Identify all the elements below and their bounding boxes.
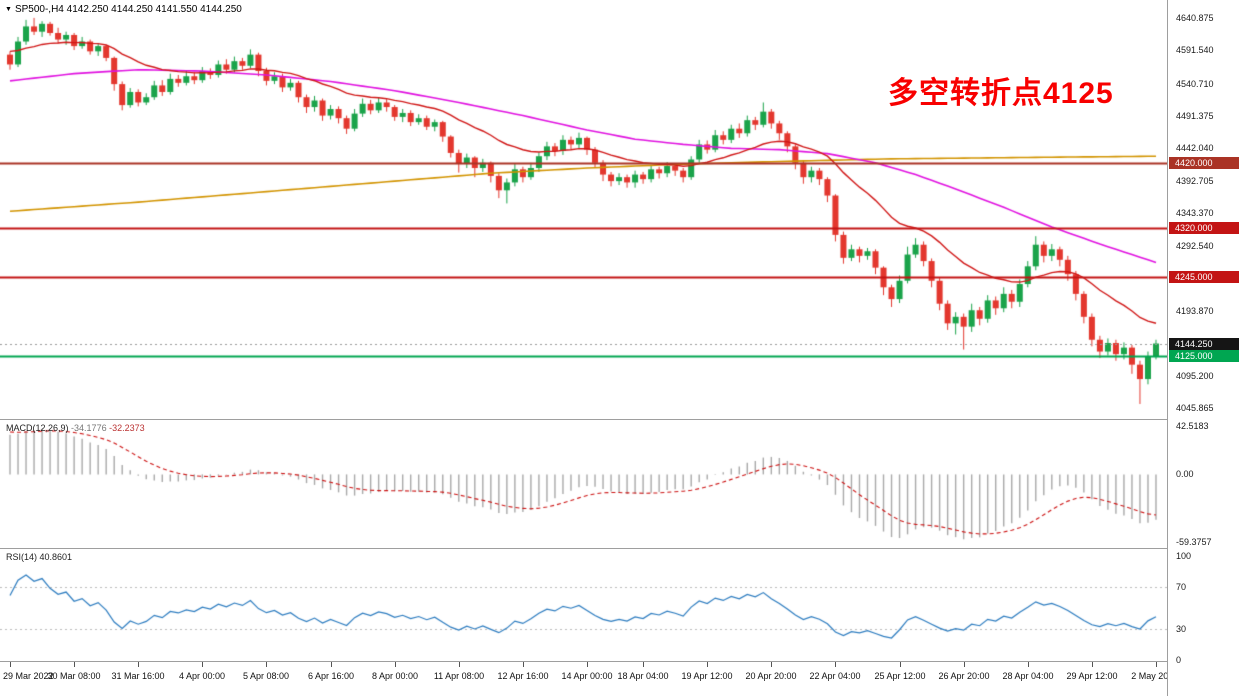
ohlc-values: 4142.250 4144.250 4141.550 4144.250 [66,4,242,15]
macd-axis-label: 0.00 [1176,469,1194,480]
time-tick [964,662,965,667]
time-axis-label: 25 Apr 12:00 [874,671,926,681]
time-axis-label: 29 Mar 2022 [3,671,54,681]
price-level-badge: 4420.000 [1169,156,1239,169]
rsi-axis-label: 30 [1176,623,1187,634]
time-axis-label: 4 Apr 00:00 [178,671,226,681]
time-axis-label: 6 Apr 16:00 [307,671,355,681]
time-axis-label: 11 Apr 08:00 [433,671,485,681]
rsi-label: RSI(14) 40.8601 [6,552,72,562]
time-tick [138,662,139,667]
price-axis-label: 4491.375 [1176,110,1214,121]
axis-separator [1167,0,1168,696]
macd-signal-value: -32.2373 [109,423,145,433]
rsi-name: RSI(14) [6,552,38,562]
price-axis-label: 4343.370 [1176,208,1214,218]
panel-separator[interactable] [0,419,1167,420]
macd-label: MACD(12,26,9) -34.1776 -32.2373 [6,423,145,433]
price-chart-canvas[interactable] [0,0,1167,419]
time-tick [707,662,708,667]
price-level-badge: 4125.000 [1169,350,1239,363]
time-axis-label: 30 Mar 08:00 [47,671,101,681]
time-axis-label: 19 Apr 12:00 [681,671,733,681]
price-axis-label: 4442.040 [1176,143,1214,154]
time-axis-label: 14 Apr 00:00 [561,671,613,681]
macd-name: MACD(12,26,9) [6,423,69,433]
price-axis-label: 4640.875 [1176,13,1214,23]
macd-axis-label: -59.3757 [1176,537,1212,547]
time-tick [459,662,460,667]
rsi-axis-label: 100 [1176,551,1192,561]
time-axis-label: 8 Apr 00:00 [371,671,419,681]
time-tick [331,662,332,667]
time-axis-label: 12 Apr 16:00 [497,671,549,681]
time-axis-label: 20 Apr 20:00 [745,671,797,681]
price-axis-label: 4095.200 [1176,370,1214,381]
price-axis-label: 4392.705 [1176,175,1214,186]
rsi-indicator-canvas[interactable] [0,549,1167,661]
time-tick [587,662,588,667]
time-axis-label: 18 Apr 04:00 [617,671,669,681]
symbol-dropdown-icon[interactable]: ▼ [5,6,12,13]
price-axis-label: 4193.870 [1176,305,1214,316]
price-axis-label: 4045.865 [1176,403,1214,413]
time-tick [10,662,11,667]
price-level-badge: 4245.000 [1169,271,1239,284]
macd-axis-label: 42.5183 [1176,421,1209,431]
symbol-info: ▼ SP500-,H4 4142.250 4144.250 4141.550 41… [5,4,242,15]
macd-main-value: -34.1776 [71,423,107,433]
rsi-value: 40.8601 [39,552,73,562]
time-tick [1092,662,1093,667]
price-axis-label: 4591.540 [1176,45,1214,56]
time-tick [771,662,772,667]
macd-indicator-canvas[interactable] [0,420,1167,548]
time-axis-label: 22 Apr 04:00 [809,671,861,681]
time-axis-label: 31 Mar 16:00 [111,671,165,681]
time-tick [266,662,267,667]
time-tick [523,662,524,667]
time-axis-label: 26 Apr 20:00 [938,671,990,681]
time-tick [1028,662,1029,667]
symbol-name: SP500-,H4 [14,4,64,15]
time-axis-label: 28 Apr 04:00 [1002,671,1054,681]
price-axis[interactable]: 4640.875 4591.540 4540.710 4491.375 4442.040… [1168,0,1241,696]
price-level-badge: 4320.000 [1169,222,1239,235]
time-tick [202,662,203,667]
time-axis[interactable]: 29 Mar 2022 30 Mar 08:00 31 Mar 16:00 4 Apr… [0,662,1181,696]
time-tick [74,662,75,667]
rsi-axis-label: 70 [1176,582,1187,593]
time-axis-label: 29 Apr 12:00 [1066,671,1118,681]
time-tick [900,662,901,667]
time-tick [1156,662,1157,667]
rsi-axis-label: 0 [1176,655,1182,665]
price-axis-label: 4292.540 [1176,241,1214,252]
price-axis-label: 4540.710 [1176,78,1214,89]
time-axis-label: 2 May 20:00 [1131,671,1181,681]
panel-separator[interactable] [0,661,1167,662]
annotation-text[interactable]: 多空转折点4125 [888,77,1114,110]
chart-area: ▼ SP500-,H4 4142.250 4144.250 4141.550 41… [0,0,1181,696]
current-price-badge: 4144.250 [1169,337,1239,350]
time-axis-label: 5 Apr 08:00 [242,671,290,681]
panel-separator[interactable] [0,548,1167,549]
time-tick [395,662,396,667]
time-tick [643,662,644,667]
time-tick [835,662,836,667]
